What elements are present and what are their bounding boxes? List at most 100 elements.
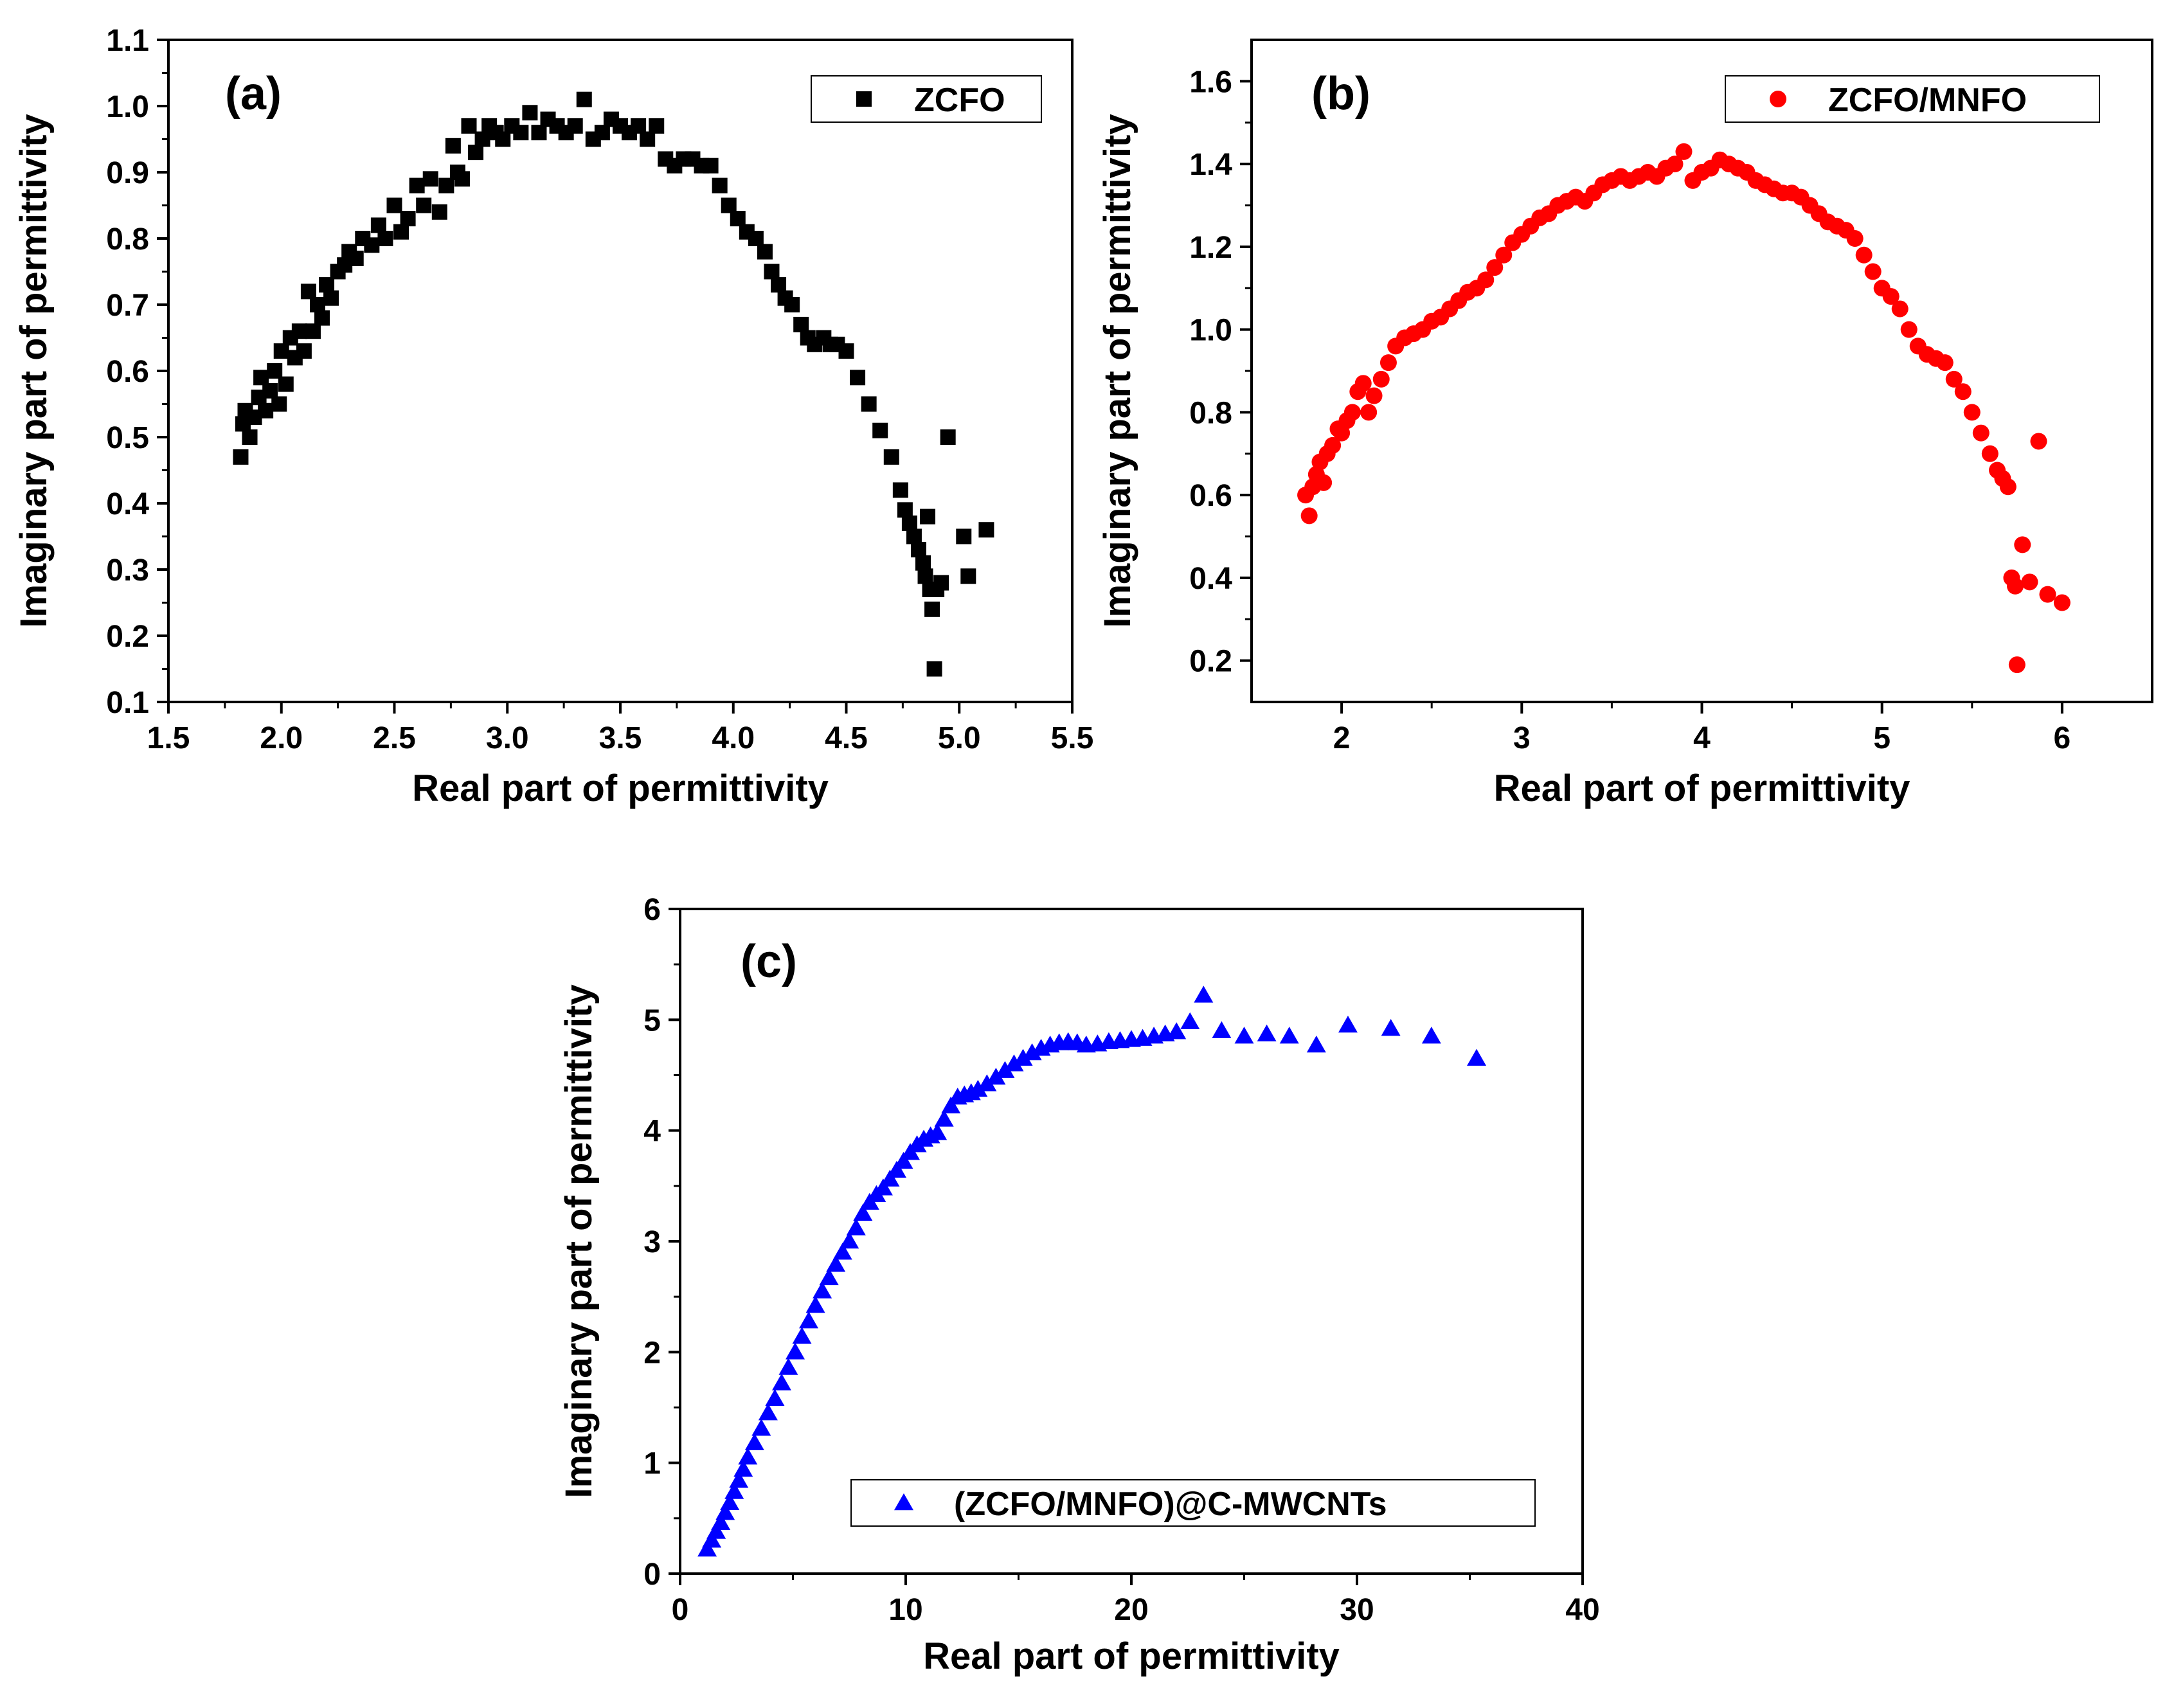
plot-frame	[679, 908, 1584, 1575]
data-point	[400, 211, 416, 227]
data-point	[778, 1358, 798, 1375]
data-point	[1421, 1027, 1441, 1044]
y-tick-label: 0	[643, 1558, 661, 1592]
data-point	[910, 542, 926, 558]
data-point	[576, 91, 592, 107]
data-point	[838, 343, 854, 359]
data-point	[1167, 1022, 1187, 1039]
data-point	[2008, 656, 2026, 674]
legend-label: ZCFO	[914, 82, 1005, 119]
data-point	[300, 283, 316, 300]
data-point	[531, 125, 547, 141]
data-point	[906, 528, 922, 544]
y-tick-label: 1.1	[106, 24, 149, 58]
data-point	[786, 1342, 805, 1360]
data-point	[278, 376, 294, 392]
data-point	[567, 118, 583, 134]
data-point	[2030, 433, 2047, 450]
y-tick-label: 1	[643, 1447, 661, 1481]
data-point	[1846, 230, 1864, 247]
data-point	[594, 125, 610, 141]
data-point	[364, 237, 380, 253]
data-point	[271, 396, 287, 412]
y-tick-label: 0.4	[1189, 562, 1232, 596]
legend-label: (ZCFO/MNFO)@C-MWCNTs	[954, 1486, 1387, 1523]
x-tick-label: 0	[672, 1593, 689, 1627]
data-point	[309, 297, 325, 312]
data-point	[892, 482, 908, 498]
data-point	[721, 197, 737, 213]
data-point	[832, 1243, 852, 1260]
data-point	[348, 250, 364, 266]
data-point	[793, 316, 809, 332]
data-point	[1467, 1048, 1487, 1066]
legend-box	[1725, 75, 2100, 123]
y-axis-title: Imaginary part of permittivity	[13, 114, 55, 627]
data-point	[291, 323, 307, 339]
x-axis-title: Real part of permittivity	[923, 1635, 1340, 1677]
data-point	[1338, 1015, 1358, 1033]
data-point	[1381, 1019, 1401, 1036]
data-point	[2007, 577, 2024, 595]
data-point	[880, 1169, 900, 1187]
data-point	[631, 118, 647, 134]
y-tick-label: 4	[643, 1115, 661, 1149]
data-point	[1495, 246, 1513, 264]
data-point	[1004, 1054, 1024, 1072]
data-point	[233, 449, 249, 465]
y-tick-label: 1.0	[1189, 314, 1232, 348]
panel-a: 1.5 2.0 2.5 3.0 3.5 4.0 4.5 5.0 5.5 0.1 0.2 0.3 0.4 0…	[13, 24, 1093, 809]
x-tick-label: 5	[1873, 721, 1891, 755]
data-point	[267, 363, 283, 379]
data-point	[940, 429, 956, 445]
data-point	[894, 1151, 913, 1169]
data-point	[474, 131, 490, 147]
data-point	[522, 105, 538, 121]
data-point	[771, 277, 787, 293]
data-point	[697, 1540, 717, 1557]
legend-label: ZCFO/MNFO	[1828, 82, 2027, 119]
data-point	[445, 138, 461, 154]
data-point	[771, 1373, 791, 1390]
data-point	[296, 343, 312, 359]
data-point	[323, 290, 339, 306]
data-point	[751, 1419, 771, 1436]
data-point	[1324, 436, 1342, 454]
data-point	[703, 157, 719, 174]
data-point	[461, 118, 477, 134]
x-tick-label: 4.5	[825, 721, 868, 755]
data-point	[986, 1067, 1006, 1085]
x-tick-label: 40	[1565, 1593, 1599, 1627]
x-tick-label: 30	[1340, 1593, 1374, 1627]
data-point	[853, 1203, 873, 1221]
x-tick-label: 5.5	[1051, 721, 1094, 755]
data-point	[314, 310, 330, 326]
data-point	[649, 118, 665, 134]
data-point	[422, 171, 438, 187]
data-point	[1354, 375, 1372, 392]
data-point	[729, 1471, 749, 1488]
legend-marker	[856, 91, 872, 107]
data-point	[513, 125, 529, 141]
x-tick-label: 3.0	[486, 721, 529, 755]
data-point	[1981, 445, 1999, 462]
data-point	[917, 568, 933, 584]
y-tick-label: 1.2	[1189, 231, 1232, 265]
legend-marker	[894, 1493, 913, 1511]
data-point	[1486, 259, 1504, 276]
data-point	[1194, 985, 1214, 1003]
data-point	[495, 131, 511, 147]
y-tick-label: 1.6	[1189, 65, 1232, 99]
data-point	[1234, 1027, 1254, 1044]
y-tick-label: 3	[643, 1225, 661, 1259]
data-point	[724, 1482, 744, 1499]
y-tick-label: 0.2	[1189, 645, 1232, 679]
data-point	[1360, 404, 1378, 421]
x-tick-label: 3.5	[599, 721, 642, 755]
data-point	[744, 1433, 764, 1450]
data-point	[920, 508, 936, 525]
y-tick-label: 6	[643, 893, 661, 927]
data-point	[706, 1522, 726, 1539]
data-point	[711, 1513, 731, 1530]
series-(ZCFO/MNFO)@C-MWCNTs	[697, 985, 1487, 1557]
